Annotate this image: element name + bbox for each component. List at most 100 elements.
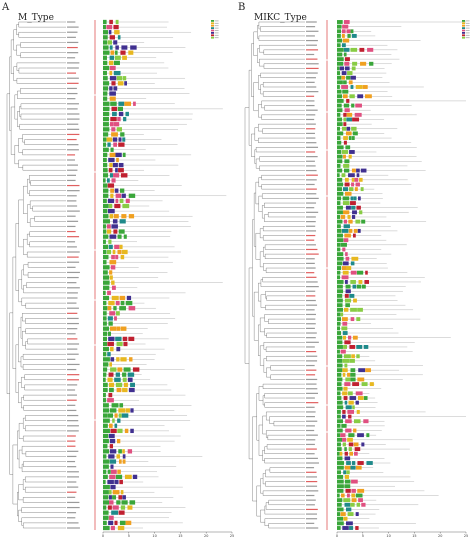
motif-box	[347, 409, 354, 414]
motif-box	[357, 94, 364, 99]
gene-label-mark	[306, 494, 315, 497]
motif-box	[103, 173, 109, 178]
legend-swatch	[462, 20, 465, 22]
motif-box	[123, 116, 127, 122]
motif-box	[103, 372, 107, 377]
gene-label-mark	[306, 318, 316, 320]
motif-box	[103, 229, 107, 234]
motif-box	[337, 205, 343, 210]
gene-label-mark	[67, 26, 79, 28]
motif-box	[107, 352, 111, 357]
motif-box	[125, 408, 130, 413]
motif-box	[337, 400, 343, 405]
motif-box	[103, 30, 109, 35]
axis-tick-label: 0	[336, 534, 338, 538]
gene-label-mark	[67, 36, 76, 38]
motif-box	[109, 387, 114, 393]
gene-label-mark	[67, 379, 79, 381]
motif-box	[120, 505, 126, 510]
motif-box	[345, 131, 352, 136]
gene-label-mark	[67, 57, 76, 59]
motif-box	[125, 520, 132, 526]
gene-label-mark	[306, 244, 316, 246]
motif-box	[343, 224, 350, 229]
motif-box	[337, 516, 344, 521]
motif-box	[123, 367, 131, 372]
motif-box	[347, 372, 351, 377]
motif-box	[344, 233, 351, 238]
motif-box	[346, 521, 353, 526]
motif-box	[337, 521, 344, 526]
motif-box	[110, 101, 117, 106]
motif-box	[113, 306, 117, 311]
motif-box	[346, 117, 353, 122]
motif-box	[103, 50, 110, 55]
gene-label-mark	[306, 26, 316, 28]
motif-box	[337, 173, 340, 178]
motif-box	[110, 147, 114, 152]
motif-box	[343, 140, 347, 145]
motif-box	[342, 358, 350, 363]
motif-box	[108, 454, 115, 459]
motif-box	[114, 55, 121, 60]
motif-box	[117, 234, 122, 239]
motif-box	[337, 182, 344, 187]
motif-box	[121, 249, 128, 255]
motif-box	[366, 433, 370, 438]
legend-label-mark	[465, 25, 470, 27]
gene-label-mark	[67, 292, 78, 294]
motif-box	[341, 326, 348, 331]
gene-label-mark	[306, 30, 319, 32]
gene-label-mark	[67, 271, 80, 274]
group-bars-b	[326, 20, 328, 530]
motif-box	[342, 442, 346, 447]
motif-box	[343, 122, 347, 127]
gene-label-mark	[306, 443, 315, 446]
gene-label-mark	[306, 480, 318, 483]
motif-box	[114, 316, 117, 321]
motif-box	[337, 293, 343, 298]
motif-box	[337, 451, 340, 456]
gene-label-mark	[306, 132, 315, 135]
motif-box	[103, 178, 106, 183]
motif-box	[103, 469, 107, 474]
motif-box	[124, 474, 132, 480]
motif-box	[122, 336, 128, 342]
gene-label-mark	[306, 160, 315, 162]
gene-label-mark	[306, 327, 315, 329]
motif-box	[121, 500, 128, 505]
motif-box	[103, 515, 109, 520]
motif-box	[103, 377, 106, 382]
gene-label-mark	[67, 21, 76, 23]
motif-box	[113, 173, 120, 178]
motif-box	[341, 173, 346, 178]
motif-box	[361, 219, 366, 224]
motif-box	[103, 270, 108, 275]
motif-box	[123, 341, 128, 347]
motif-box	[122, 449, 125, 454]
motif-box	[119, 188, 125, 193]
motif-box	[344, 474, 350, 479]
motif-box	[337, 201, 341, 205]
motif-box	[337, 98, 344, 103]
gene-label-mark	[67, 399, 77, 401]
motif-box	[109, 91, 116, 96]
gene-label-mark	[306, 462, 319, 464]
group-bars-a	[94, 20, 96, 530]
gene-label-mark	[306, 350, 317, 353]
motif-box	[339, 451, 343, 456]
gene-label-mark	[306, 179, 317, 181]
motif-box	[354, 177, 359, 182]
motif-box	[106, 224, 111, 229]
gene-label-mark	[67, 374, 80, 376]
motif-box	[103, 479, 106, 485]
motif-box	[122, 377, 127, 382]
motif-box	[110, 346, 114, 352]
motif-box	[115, 474, 123, 480]
motif-box	[352, 210, 357, 215]
gene-label-mark	[306, 114, 316, 116]
legend-swatch	[462, 24, 465, 27]
motif-box	[351, 136, 355, 141]
motif-box	[347, 437, 353, 442]
gene-label-mark	[67, 394, 77, 396]
